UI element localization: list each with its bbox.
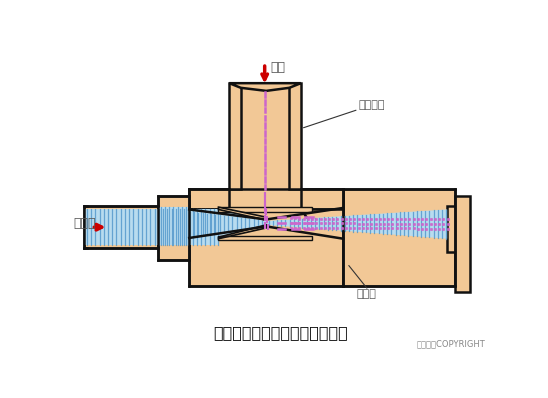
Polygon shape xyxy=(159,207,189,245)
Polygon shape xyxy=(289,83,301,189)
Polygon shape xyxy=(189,189,229,209)
Polygon shape xyxy=(219,207,312,212)
Polygon shape xyxy=(266,209,447,239)
Text: 空气: 空气 xyxy=(271,61,286,74)
Polygon shape xyxy=(301,189,343,209)
Polygon shape xyxy=(219,207,266,220)
Polygon shape xyxy=(219,236,312,240)
Polygon shape xyxy=(189,189,343,287)
Polygon shape xyxy=(447,206,461,252)
Polygon shape xyxy=(189,209,229,226)
Polygon shape xyxy=(84,209,219,245)
Polygon shape xyxy=(343,189,455,287)
Polygon shape xyxy=(301,209,343,226)
Polygon shape xyxy=(219,225,266,239)
Polygon shape xyxy=(241,88,289,189)
Text: 射流式水力冲击式空气扩散装置: 射流式水力冲击式空气扩散装置 xyxy=(214,325,348,340)
Text: 东方仿真COPYRIGHT: 东方仿真COPYRIGHT xyxy=(417,339,486,348)
Polygon shape xyxy=(158,196,189,259)
Polygon shape xyxy=(229,83,301,91)
Polygon shape xyxy=(229,83,241,189)
Polygon shape xyxy=(455,196,470,292)
Polygon shape xyxy=(84,207,158,248)
Text: 空气竖管: 空气竖管 xyxy=(358,101,385,111)
Text: 扩散器: 扩散器 xyxy=(356,289,376,299)
Polygon shape xyxy=(189,209,266,239)
Text: 混合液: 混合液 xyxy=(74,217,96,230)
